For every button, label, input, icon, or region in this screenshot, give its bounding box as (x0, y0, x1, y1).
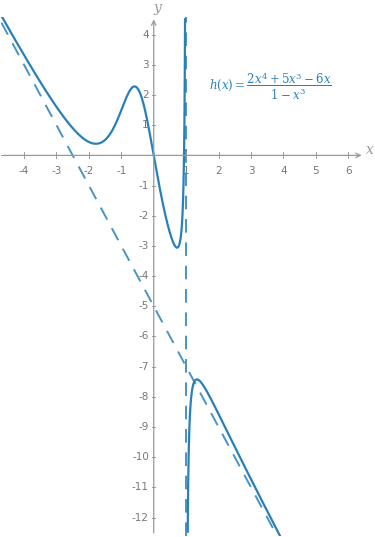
Text: 2: 2 (215, 166, 222, 176)
Text: -10: -10 (132, 452, 149, 462)
Text: -4: -4 (138, 271, 149, 281)
Text: -12: -12 (132, 512, 149, 523)
Text: -9: -9 (138, 422, 149, 432)
Text: 4: 4 (280, 166, 287, 176)
Text: 1: 1 (142, 120, 149, 130)
Text: -5: -5 (138, 301, 149, 311)
Text: x: x (366, 143, 374, 157)
Text: y: y (154, 1, 162, 15)
Text: 5: 5 (312, 166, 319, 176)
Text: $h(x)=\dfrac{2x^4+5x^3-6x}{1-x^3}$: $h(x)=\dfrac{2x^4+5x^3-6x}{1-x^3}$ (209, 71, 332, 103)
Text: -6: -6 (138, 331, 149, 342)
Text: -8: -8 (138, 392, 149, 402)
Text: -2: -2 (138, 211, 149, 221)
Text: -4: -4 (19, 166, 29, 176)
Text: 4: 4 (142, 30, 149, 40)
Text: 2: 2 (142, 90, 149, 100)
Text: -3: -3 (51, 166, 62, 176)
Text: -7: -7 (138, 361, 149, 372)
Text: 3: 3 (248, 166, 254, 176)
Text: -3: -3 (138, 241, 149, 251)
Text: -2: -2 (84, 166, 94, 176)
Text: 1: 1 (183, 166, 189, 176)
Text: -1: -1 (138, 180, 149, 191)
Text: 3: 3 (142, 60, 149, 70)
Text: -11: -11 (132, 482, 149, 492)
Text: 6: 6 (345, 166, 351, 176)
Text: -1: -1 (116, 166, 126, 176)
